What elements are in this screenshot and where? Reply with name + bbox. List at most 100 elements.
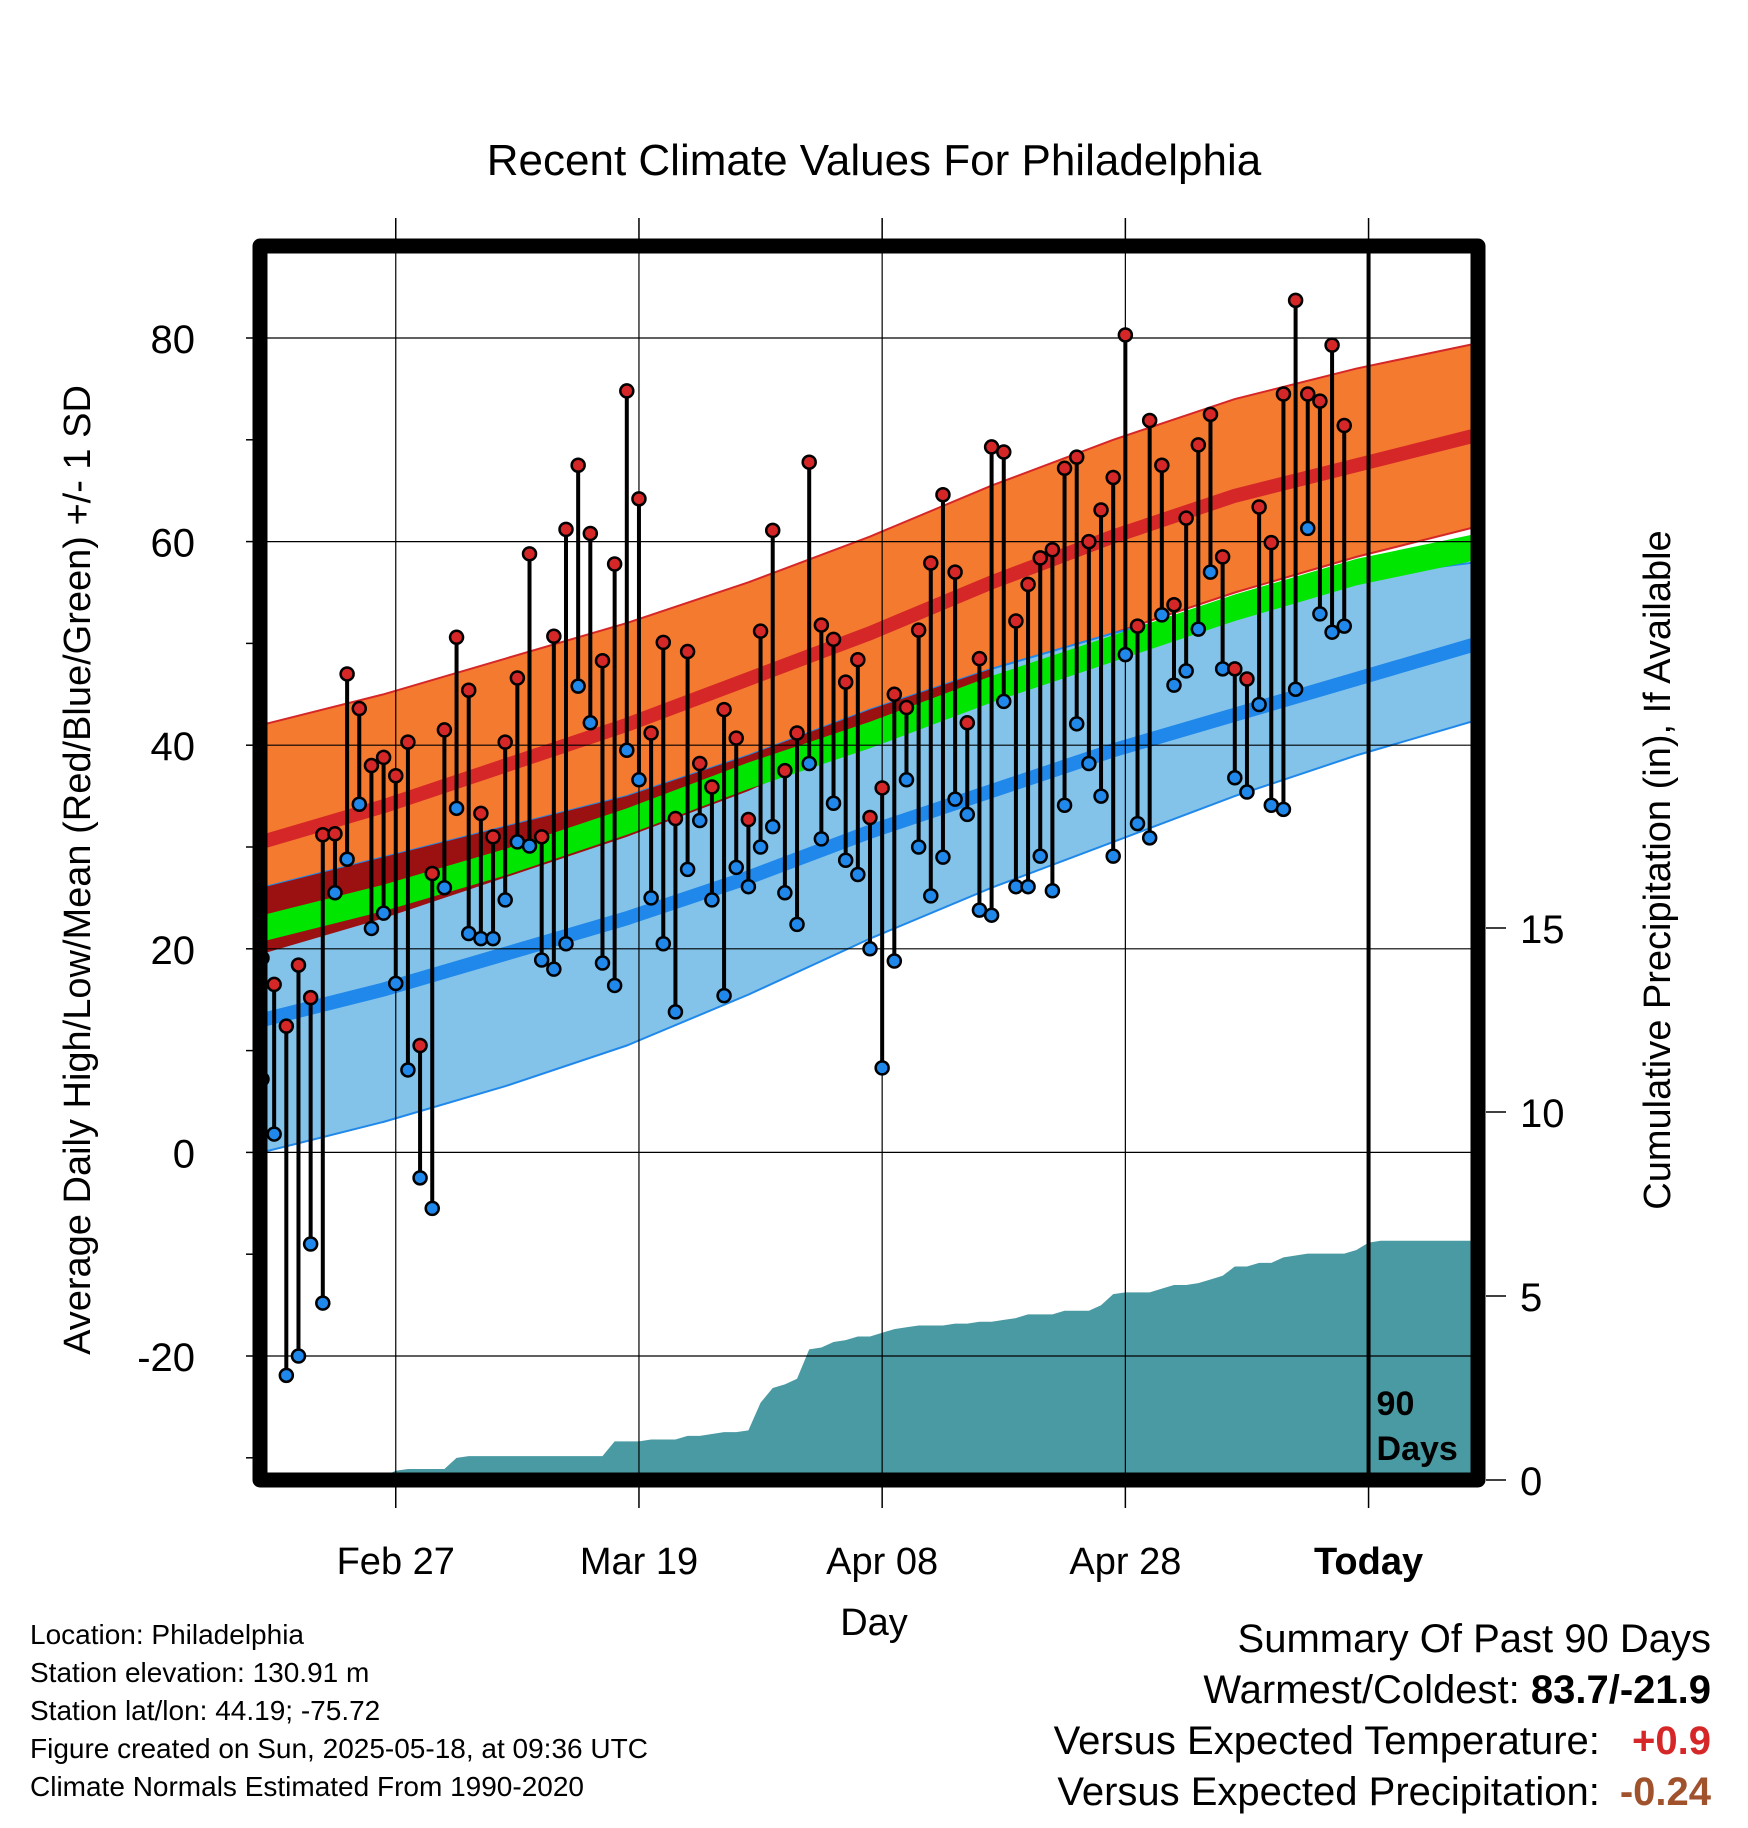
y-tick-label: 60	[151, 522, 196, 566]
chart-title: Recent Climate Values For Philadelphia	[487, 136, 1262, 185]
low-temp-point	[436, 879, 453, 896]
x-tick-label: Apr 08	[826, 1541, 938, 1583]
low-temp-point	[1081, 755, 1097, 772]
high-temp-point	[728, 730, 744, 746]
low-temp-point	[1093, 788, 1109, 804]
high-temp-point	[789, 725, 805, 741]
x-axis-label: Day	[840, 1602, 908, 1644]
low-temp-point	[825, 795, 842, 811]
low-temp-point	[1044, 883, 1061, 899]
high-temp-point	[1154, 457, 1170, 473]
low-temp-point	[1056, 797, 1073, 814]
high-temp-point	[497, 734, 513, 750]
high-temp-point	[521, 546, 538, 562]
high-temp-point	[655, 634, 672, 651]
high-temp-point	[1190, 437, 1207, 453]
low-temp-point	[1154, 607, 1170, 623]
low-temp-point	[1227, 770, 1243, 786]
high-temp-point	[825, 631, 842, 648]
high-temp-point	[1020, 576, 1036, 593]
warmest-coldest-label: Warmest/Coldest:	[1203, 1668, 1520, 1712]
high-temp-point	[1008, 613, 1024, 629]
low-temp-point	[837, 852, 854, 868]
high-temp-point	[813, 617, 830, 633]
low-temp-point	[1300, 520, 1316, 537]
low-temp-point	[497, 892, 513, 908]
low-temp-point	[1239, 784, 1255, 800]
high-temp-point	[1068, 449, 1085, 465]
low-temp-point	[278, 1367, 295, 1384]
temperature-label: Versus Expected Temperature:	[1053, 1719, 1600, 1763]
temperature-row: Versus Expected Temperature: +0.9	[1054, 1716, 1711, 1767]
high-temp-point	[764, 522, 781, 539]
low-temp-point	[983, 907, 1000, 923]
y-tick-label: 0	[173, 1132, 195, 1176]
high-temp-point	[740, 811, 757, 828]
created-text: Figure created on Sun, 2025-05-18, at 09…	[30, 1733, 648, 1764]
low-temp-point	[388, 975, 404, 992]
high-temp-point	[777, 762, 793, 779]
high-temp-point	[1202, 406, 1219, 423]
high-temp-point	[1214, 549, 1231, 565]
low-temp-point	[752, 839, 769, 855]
low-temp-point	[692, 812, 708, 829]
latlon-text: Station lat/lon: 44.19; -75.72	[30, 1695, 381, 1726]
low-temp-point	[740, 878, 757, 895]
low-temp-point	[582, 715, 599, 731]
low-temp-point	[898, 772, 915, 788]
low-temp-point	[1324, 624, 1340, 640]
high-temp-point	[546, 628, 562, 645]
y2-tick-label: 5	[1520, 1276, 1542, 1320]
plot-area: 90 Days 80 60 40 20 0 -20 15 10 5 0 Feb 27 Mar 19 Apr …	[137, 218, 1565, 1583]
high-temp-point	[898, 699, 915, 716]
high-temp-point	[1056, 460, 1073, 477]
warmest-coldest-value: 83.7/-21.9	[1530, 1668, 1711, 1712]
high-temp-point	[1336, 417, 1352, 434]
high-temp-point	[704, 779, 720, 795]
low-temp-point	[959, 806, 976, 823]
station-info: Location: Philadelphia Station elevation…	[30, 1616, 648, 1806]
low-temp-point	[315, 1295, 331, 1311]
normals-text: Climate Normals Estimated From 1990-2020	[30, 1771, 584, 1802]
plot-frame	[252, 238, 1486, 1488]
y2-tick-label: 10	[1520, 1092, 1565, 1136]
low-temp-point	[1032, 848, 1048, 864]
low-temp-point	[874, 1060, 890, 1076]
high-temp-point	[558, 521, 574, 538]
low-temp-point	[606, 977, 623, 994]
summary-title: Summary Of Past 90 Days	[1237, 1617, 1711, 1661]
low-temp-point	[619, 742, 635, 759]
high-temp-point	[509, 670, 526, 686]
low-temp-point	[327, 885, 343, 901]
low-temp-point	[1117, 646, 1134, 663]
low-temp-point	[363, 920, 380, 937]
high-temp-point	[570, 457, 586, 473]
low-temp-point	[1336, 618, 1352, 634]
high-temp-point	[923, 555, 939, 571]
elevation-text: Station elevation: 130.91 m	[30, 1657, 370, 1688]
low-temp-point	[679, 861, 696, 878]
low-temp-point	[302, 1236, 319, 1252]
low-temp-point	[485, 930, 501, 947]
low-temp-point	[704, 892, 720, 908]
high-temp-point	[1312, 393, 1328, 409]
low-temp-point	[789, 916, 805, 933]
low-temp-point	[1275, 801, 1292, 818]
high-temp-point	[1093, 502, 1109, 518]
high-temp-point	[1227, 661, 1243, 677]
high-temp-point	[801, 454, 817, 470]
high-temp-point	[850, 651, 866, 668]
low-temp-point	[290, 1348, 307, 1364]
location-text: Location: Philadelphia	[30, 1619, 304, 1650]
high-temp-point	[1044, 541, 1061, 558]
high-temp-point	[436, 722, 453, 738]
high-temp-point	[1251, 499, 1267, 515]
high-temp-point	[874, 780, 890, 796]
high-temp-point	[388, 767, 404, 784]
high-temp-point	[1081, 533, 1097, 550]
high-temp-point	[971, 650, 988, 667]
low-temp-point	[266, 1126, 282, 1142]
warmest-coldest-row: Warmest/Coldest: 83.7/-21.9	[1054, 1665, 1711, 1716]
low-temp-point	[1141, 830, 1158, 846]
high-temp-point	[935, 487, 951, 503]
